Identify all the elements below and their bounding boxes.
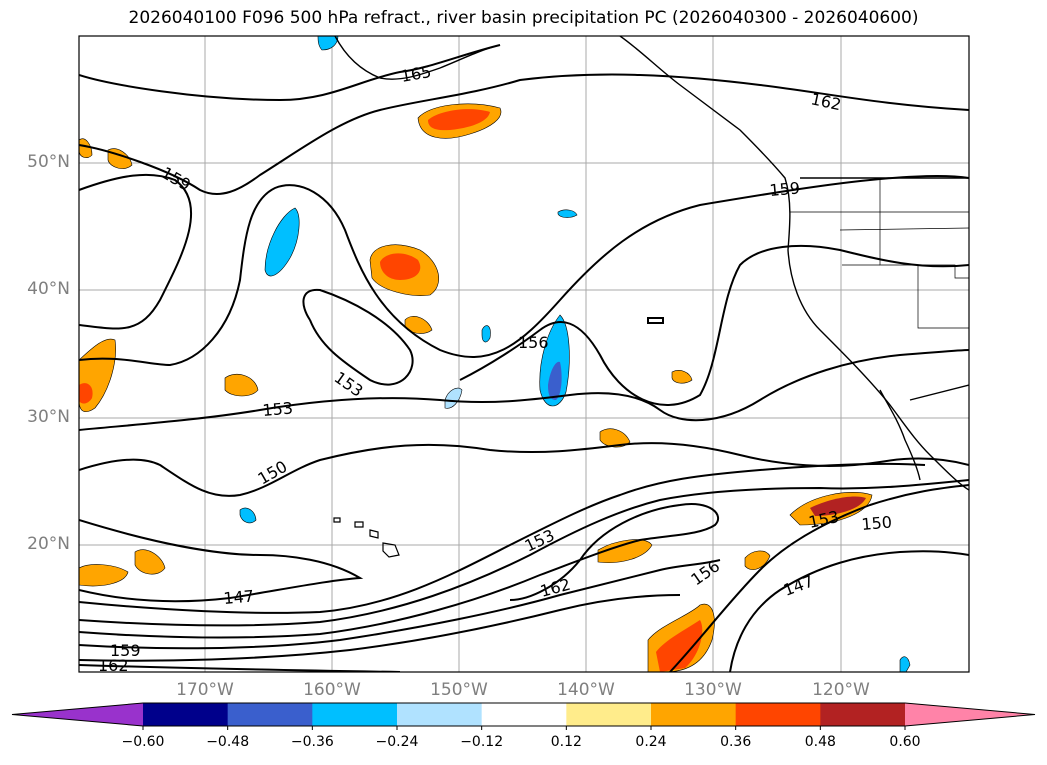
colorbar-segment xyxy=(820,703,906,726)
contour-jet-4 xyxy=(79,559,721,650)
contour-jet-2 xyxy=(79,479,969,627)
lat-label: 20°N xyxy=(27,534,70,554)
colorbar-tick-label: −0.36 xyxy=(290,734,334,750)
precip-area-central xyxy=(224,374,259,397)
contour-162-north xyxy=(79,73,969,195)
borders xyxy=(790,178,969,329)
colorbar-segment xyxy=(397,703,483,726)
lon-label: 130°W xyxy=(684,680,742,700)
lat-label: 40°N xyxy=(27,279,70,299)
precip-neg-area-north xyxy=(264,207,300,277)
colorbar-tick-label: −0.12 xyxy=(460,734,504,750)
graticule xyxy=(79,36,969,672)
contour-label: 159 xyxy=(769,178,801,200)
colorbar-segment xyxy=(143,703,229,726)
colorbar-tick-label: −0.24 xyxy=(375,734,419,750)
lon-label: 160°W xyxy=(303,680,361,700)
colorbar-tick-label: 0.60 xyxy=(889,734,921,750)
lon-label: 120°W xyxy=(812,680,870,700)
colorbar-extend-max xyxy=(905,703,1035,726)
precip-negative-areas xyxy=(239,36,911,672)
colorbar-segment xyxy=(312,703,398,726)
contour-south-147 xyxy=(729,550,969,672)
precip-area-sw2 xyxy=(134,549,166,575)
map-background xyxy=(79,36,969,672)
contour-jet-5 xyxy=(79,594,681,662)
small-contour xyxy=(647,317,664,324)
coastline xyxy=(334,36,969,491)
contour-label: 153 xyxy=(262,398,294,420)
precip-neg-area-central xyxy=(539,314,570,407)
contour-156-b xyxy=(459,244,969,406)
lat-label: 30°N xyxy=(27,407,70,427)
colorbar-extend-min xyxy=(12,703,143,726)
contour-153 xyxy=(79,349,969,431)
precip-area-sw xyxy=(79,564,129,587)
colorbar-tick-label: 0.24 xyxy=(635,734,667,750)
colorbar-tick-label: 0.48 xyxy=(804,734,836,750)
precip-positive-areas xyxy=(79,103,873,672)
colorbar-segment xyxy=(481,703,567,726)
contour-156 xyxy=(302,288,414,386)
hawaiian-islands xyxy=(333,517,400,558)
contour-label: 150 xyxy=(861,512,893,534)
map-frame xyxy=(78,35,970,673)
lon-label: 140°W xyxy=(557,680,615,700)
contour-159 xyxy=(79,173,193,330)
lon-label: 170°W xyxy=(176,680,234,700)
colorbar-segment xyxy=(566,703,652,726)
plot-title: 2026040100 F096 500 hPa refract., river … xyxy=(128,8,919,28)
contour-159-b xyxy=(79,174,969,367)
colorbar-segment xyxy=(651,703,737,726)
contour-label: 162 xyxy=(98,656,129,675)
contour-jet-1 xyxy=(79,462,926,614)
colorbar-tick-label: −0.48 xyxy=(206,734,250,750)
colorbar-tick-label: 0.36 xyxy=(720,734,752,750)
precip-area-subtropic xyxy=(597,539,653,563)
refractivity-contours xyxy=(79,44,969,672)
lon-label: 150°W xyxy=(430,680,488,700)
contour-label: 159 xyxy=(110,641,141,660)
colorbar xyxy=(11,702,1036,730)
contour-label: 147 xyxy=(223,586,255,608)
colorbar-segment xyxy=(735,703,821,726)
contour-south-east xyxy=(669,484,969,672)
contour-jet-3 xyxy=(79,503,720,639)
colorbar-tick-label: −0.60 xyxy=(121,734,165,750)
colorbar-segment xyxy=(227,703,313,726)
colorbar-tick-label: 0.12 xyxy=(550,734,582,750)
contour-165 xyxy=(79,44,501,102)
contour-label: 156 xyxy=(518,333,549,352)
contour-147 xyxy=(79,519,364,603)
lat-label: 50°N xyxy=(27,152,70,172)
